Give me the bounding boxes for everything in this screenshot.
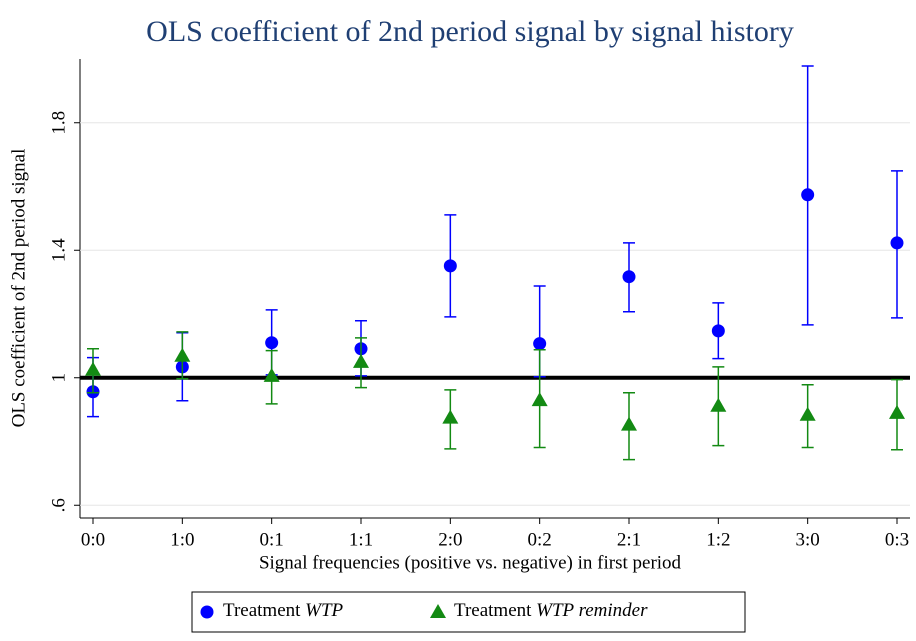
x-tick-label: 2:0 (438, 529, 462, 550)
point (442, 409, 459, 424)
point (799, 406, 816, 421)
point (85, 361, 101, 376)
x-tick-label: 3:0 (796, 529, 820, 550)
x-tick-label: 0:2 (528, 529, 552, 550)
legend-box (191, 591, 746, 633)
x-tick-label: 1:1 (349, 529, 373, 550)
point (622, 270, 636, 284)
x-tick-label: 0:3 (885, 529, 909, 550)
chart-title: OLS coefficient of 2nd period signal by … (146, 15, 794, 48)
legend-label: Treatment WTP (223, 600, 344, 621)
point (443, 259, 457, 273)
y-tick-label: 1.4 (48, 238, 69, 262)
legend-label: Treatment WTP reminder (454, 600, 648, 621)
point (353, 353, 369, 368)
point (710, 397, 727, 412)
x-axis-label: Signal frequencies (positive vs. negativ… (259, 552, 682, 573)
point (801, 188, 815, 202)
point (430, 604, 446, 618)
point (621, 416, 637, 431)
x-tick-label: 1:0 (170, 529, 194, 550)
y-tick-label: 1 (48, 373, 69, 383)
point (531, 392, 548, 407)
point (265, 336, 279, 350)
y-tick-label: .6 (48, 498, 69, 512)
point (200, 605, 214, 619)
y-axis-label: OLS coefficient of 2nd period signal (8, 149, 29, 428)
y-tick-label: 1.8 (48, 111, 69, 135)
x-tick-label: 0:1 (260, 529, 284, 550)
point (711, 324, 725, 338)
x-tick-label: 0:0 (81, 529, 105, 550)
x-tick-label: 1:2 (706, 529, 730, 550)
point (889, 404, 905, 419)
point (263, 367, 280, 382)
x-tick-label: 2:1 (617, 529, 641, 550)
point (174, 347, 191, 362)
point (533, 337, 547, 351)
point (890, 236, 904, 250)
